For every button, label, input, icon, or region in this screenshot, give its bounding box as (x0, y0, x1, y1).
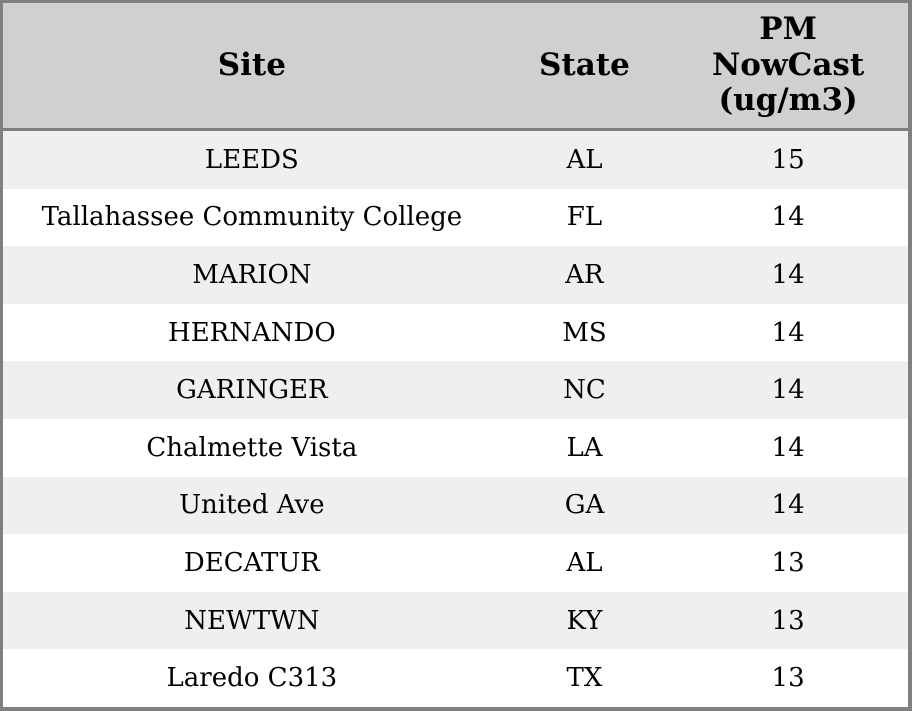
state-cell: FL (566, 202, 603, 233)
site-cell: NEWTWN (184, 605, 320, 636)
pm-nowcast-table: Site State PM NowCast (ug/m3) LEEDS AL 1… (3, 3, 908, 707)
table-row: United Ave GA 14 (3, 476, 908, 535)
state-cell: AL (566, 547, 603, 578)
pm-value-cell: 13 (771, 605, 805, 636)
table-row: Laredo C313 TX 13 (3, 649, 908, 707)
state-cell: LA (566, 432, 603, 463)
state-cell: MS (562, 317, 607, 348)
table-row: DECATUR AL 13 (3, 534, 908, 592)
column-header-pm-nowcast: PM NowCast (ug/m3) (668, 3, 908, 131)
pm-value-cell: 15 (771, 144, 805, 175)
pm-value-cell: 14 (771, 375, 805, 406)
state-cell: TX (566, 663, 603, 694)
table-row: NEWTWN KY 13 (3, 591, 908, 650)
pm-value-cell: 14 (771, 317, 805, 348)
pm-value-cell: 14 (771, 202, 805, 233)
pm-value-cell: 14 (771, 432, 805, 463)
pm-value-cell: 14 (771, 260, 805, 290)
pm-value-cell: 14 (771, 490, 805, 521)
state-cell: AL (566, 144, 603, 175)
state-cell: GA (564, 490, 605, 521)
site-cell: United Ave (179, 490, 325, 521)
table-row: MARION AR 14 (3, 246, 908, 304)
site-cell: Tallahassee Community College (41, 202, 463, 233)
column-header-pm-nowcast-label: PM NowCast (ug/m3) (711, 10, 865, 119)
state-cell: KY (566, 605, 603, 636)
site-cell: Laredo C313 (166, 663, 338, 694)
column-header-site-label: Site (217, 46, 286, 83)
column-header-site: Site (3, 3, 501, 131)
site-cell: LEEDS (204, 144, 299, 175)
site-cell: DECATUR (183, 547, 320, 578)
table-header: Site State PM NowCast (ug/m3) (3, 3, 908, 131)
table-row: LEEDS AL 15 (3, 129, 908, 189)
table-row: GARINGER NC 14 (3, 361, 908, 419)
column-header-state: State (500, 3, 669, 131)
pm-value-cell: 13 (771, 663, 805, 694)
site-cell: Chalmette Vista (146, 432, 358, 463)
site-cell: MARION (192, 260, 312, 290)
header-row: Site State PM NowCast (ug/m3) (3, 3, 908, 131)
table-body: LEEDS AL 15 Tallahassee Community Colleg… (3, 129, 908, 707)
site-cell: HERNANDO (168, 317, 336, 348)
table-row: Tallahassee Community College FL 14 (3, 188, 908, 247)
state-cell: AR (565, 260, 604, 290)
column-header-state-label: State (539, 46, 630, 83)
table-row: Chalmette Vista LA 14 (3, 418, 908, 477)
site-cell: GARINGER (176, 375, 328, 406)
table-row: HERNANDO MS 14 (3, 303, 908, 362)
state-cell: NC (563, 375, 606, 406)
pm-value-cell: 13 (771, 547, 805, 578)
